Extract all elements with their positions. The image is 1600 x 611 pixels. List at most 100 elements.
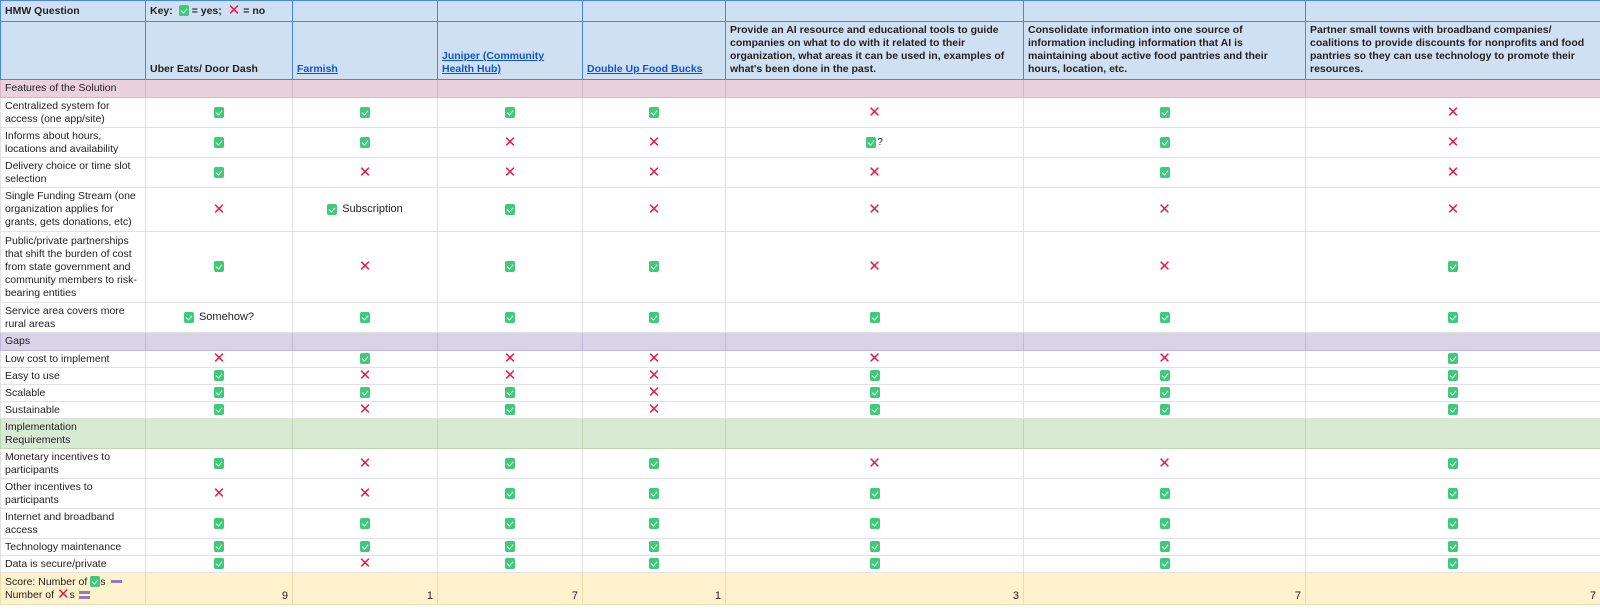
value-cell[interactable] — [1305, 302, 1600, 333]
header-empty-cell[interactable] — [582, 0, 726, 22]
value-cell[interactable]: Subscription — [292, 187, 438, 232]
header-empty-cell[interactable] — [292, 0, 438, 22]
value-cell[interactable]: ✕ — [1023, 448, 1306, 479]
column-header-1[interactable]: Uber Eats/ Door Dash — [145, 21, 293, 80]
value-cell[interactable] — [437, 401, 583, 419]
column-header-link[interactable]: Double Up Food Bucks — [587, 63, 703, 75]
score-value-cell[interactable]: 1 — [292, 572, 438, 605]
value-cell[interactable]: ✕ — [1023, 350, 1306, 368]
header-empty-cell[interactable] — [1305, 0, 1600, 22]
header-empty-cell[interactable] — [725, 0, 1024, 22]
value-cell[interactable] — [725, 367, 1024, 385]
value-cell[interactable]: ✕ — [145, 350, 293, 368]
row-label-cell[interactable]: Internet and broadband access — [0, 508, 146, 539]
value-cell[interactable] — [1305, 401, 1600, 419]
value-cell[interactable]: ✕ — [582, 157, 726, 188]
value-cell[interactable] — [1023, 401, 1306, 419]
value-cell[interactable] — [437, 97, 583, 128]
value-cell[interactable] — [725, 384, 1024, 402]
value-cell[interactable]: ✕ — [725, 97, 1024, 128]
value-cell[interactable]: ✕ — [582, 127, 726, 158]
value-cell[interactable]: ✕ — [292, 478, 438, 509]
value-cell[interactable] — [437, 302, 583, 333]
header-empty-cell[interactable] — [437, 0, 583, 22]
value-cell[interactable]: ✕ — [292, 367, 438, 385]
value-cell[interactable]: ✕ — [292, 448, 438, 479]
value-cell[interactable]: ✕ — [437, 367, 583, 385]
value-cell[interactable] — [292, 508, 438, 539]
value-cell[interactable]: ✕ — [725, 157, 1024, 188]
value-cell[interactable] — [1305, 231, 1600, 303]
row-label-cell[interactable]: Single Funding Stream (one organization … — [0, 187, 146, 232]
value-cell[interactable]: ✕ — [292, 231, 438, 303]
row-label-cell[interactable]: Delivery choice or time slot selection — [0, 157, 146, 188]
section-empty-cell[interactable] — [1305, 332, 1600, 351]
value-cell[interactable] — [292, 97, 438, 128]
value-cell[interactable] — [437, 231, 583, 303]
value-cell[interactable]: ✕ — [725, 187, 1024, 232]
value-cell[interactable] — [1305, 538, 1600, 556]
row-label-cell[interactable]: Easy to use — [0, 367, 146, 385]
value-cell[interactable]: ✕ — [1023, 231, 1306, 303]
section-empty-cell[interactable] — [145, 332, 293, 351]
value-cell[interactable]: ✕ — [292, 157, 438, 188]
section-empty-cell[interactable] — [725, 79, 1024, 98]
section-empty-cell[interactable] — [145, 418, 293, 449]
section-title-cell[interactable]: Gaps — [0, 332, 146, 351]
value-cell[interactable] — [1023, 538, 1306, 556]
value-cell[interactable] — [145, 401, 293, 419]
value-cell[interactable] — [725, 555, 1024, 573]
value-cell[interactable] — [725, 401, 1024, 419]
section-empty-cell[interactable] — [1023, 79, 1306, 98]
value-cell[interactable] — [145, 367, 293, 385]
value-cell[interactable]: ✕ — [1305, 127, 1600, 158]
value-cell[interactable] — [725, 302, 1024, 333]
value-cell[interactable] — [145, 384, 293, 402]
column-header-4[interactable]: Double Up Food Bucks — [582, 21, 726, 80]
section-empty-cell[interactable] — [437, 79, 583, 98]
section-empty-cell[interactable] — [582, 332, 726, 351]
value-cell[interactable] — [1023, 157, 1306, 188]
section-empty-cell[interactable] — [1305, 418, 1600, 449]
hmw-question-cell[interactable]: HMW Question — [0, 0, 146, 22]
value-cell[interactable]: ✕ — [292, 555, 438, 573]
value-cell[interactable]: ✕ — [582, 384, 726, 402]
section-title-cell[interactable]: Features of the Solution — [0, 79, 146, 98]
value-cell[interactable] — [1023, 367, 1306, 385]
value-cell[interactable] — [582, 555, 726, 573]
value-cell[interactable] — [437, 384, 583, 402]
value-cell[interactable] — [1305, 508, 1600, 539]
value-cell[interactable] — [582, 478, 726, 509]
column-header-6[interactable]: Consolidate information into one source … — [1023, 21, 1306, 80]
value-cell[interactable] — [437, 478, 583, 509]
value-cell[interactable]: ✕ — [1305, 97, 1600, 128]
section-title-cell[interactable]: Implementation Requirements — [0, 418, 146, 449]
section-empty-cell[interactable] — [292, 332, 438, 351]
value-cell[interactable] — [292, 538, 438, 556]
value-cell[interactable] — [1305, 367, 1600, 385]
value-cell[interactable]: ✕ — [725, 350, 1024, 368]
header-blank-cell[interactable] — [0, 21, 146, 80]
value-cell[interactable] — [437, 555, 583, 573]
value-cell[interactable]: ✕ — [437, 157, 583, 188]
value-cell[interactable] — [437, 508, 583, 539]
score-value-cell[interactable]: 7 — [437, 572, 583, 605]
value-cell[interactable] — [145, 127, 293, 158]
value-cell[interactable]: ✕ — [437, 350, 583, 368]
value-cell[interactable] — [582, 448, 726, 479]
value-cell[interactable]: ✕ — [582, 187, 726, 232]
value-cell[interactable] — [1305, 350, 1600, 368]
row-label-cell[interactable]: Data is secure/private — [0, 555, 146, 573]
row-label-cell[interactable]: Scalable — [0, 384, 146, 402]
value-cell[interactable] — [725, 508, 1024, 539]
value-cell[interactable]: ✕ — [145, 187, 293, 232]
value-cell[interactable] — [292, 350, 438, 368]
row-label-cell[interactable]: Low cost to implement — [0, 350, 146, 368]
value-cell[interactable]: ✕ — [1023, 187, 1306, 232]
value-cell[interactable] — [145, 231, 293, 303]
value-cell[interactable] — [292, 302, 438, 333]
value-cell[interactable] — [437, 538, 583, 556]
value-cell[interactable] — [1305, 384, 1600, 402]
score-label-cell[interactable]: Score: Number of s Number of ✕s — [0, 572, 146, 605]
value-cell[interactable] — [1023, 302, 1306, 333]
